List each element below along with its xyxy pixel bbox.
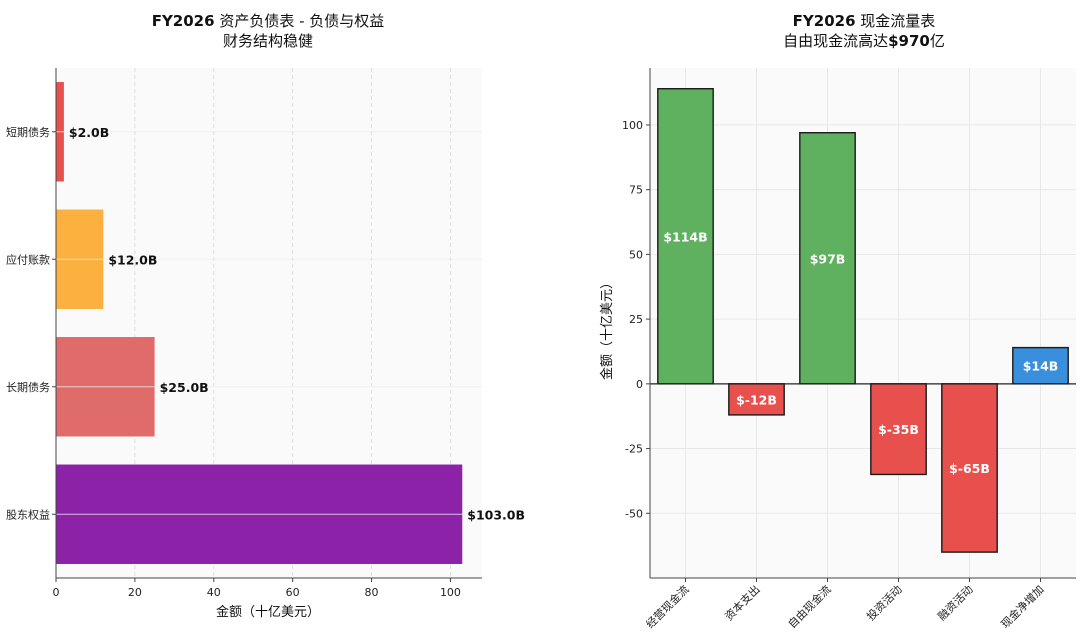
left-y-tick-label: 应付账款	[6, 252, 50, 266]
left-x-tick-label: 80	[365, 586, 379, 599]
right-bar-label: $97B	[810, 251, 846, 266]
left-x-tick-label: 0	[53, 586, 60, 599]
right-y-tick-label: 25	[629, 313, 643, 326]
left-x-tick-label: 40	[207, 586, 221, 599]
left-x-tick-label: 60	[286, 586, 300, 599]
left-chart-subtitle: 财务结构稳健	[223, 32, 313, 50]
right-chart-subtitle: 自由现金流高达$970亿	[783, 32, 945, 50]
right-bar	[870, 383, 927, 476]
left-bar-label: $103.0B	[467, 507, 525, 522]
left-x-tick-label: 20	[128, 586, 142, 599]
right-y-tick-label: 0	[636, 378, 643, 391]
right-bar	[1012, 346, 1069, 385]
right-y-tick-label: 50	[629, 248, 643, 261]
right-plot-area: $114B 经营现金流 $-12B 资本支出 $97B 自由现金流 $-35B 投资活动 $-6…	[622, 68, 1076, 631]
left-bar-label: $25.0B	[160, 380, 209, 395]
right-bar-label: $-65B	[949, 461, 990, 476]
left-bar-label: $12.0B	[108, 252, 157, 267]
right-bar-label: $-12B	[736, 392, 777, 407]
right-y-axis-label: 金额（十亿美元）	[599, 276, 615, 380]
left-y-tick-label: 长期债务	[6, 380, 50, 394]
right-bar	[728, 383, 785, 416]
right-bar	[799, 132, 856, 385]
right-bar-label: $114B	[663, 229, 707, 244]
right-bar	[657, 88, 714, 385]
left-x-axis-label: 金额（十亿美元）	[216, 604, 320, 620]
left-x-tick-label: 100	[440, 586, 461, 599]
right-x-tick-label: 自由现金流	[785, 582, 834, 631]
right-bar	[941, 383, 998, 553]
right-plot-background	[650, 68, 1076, 578]
right-x-tick-label: 经营现金流	[643, 582, 692, 631]
left-plot-area: $2.0B 短期债务 $12.0B 应付账款 $25.0B 长期债务 $103.0B 股东权益…	[6, 68, 525, 599]
left-bar-label: $2.0B	[69, 125, 109, 140]
left-y-tick-label: 短期债务	[6, 125, 50, 139]
left-chart-title: FY2026 资产负债表 - 负债与权益	[152, 12, 385, 30]
right-chart-title: FY2026 现金流量表	[793, 12, 936, 30]
left-y-tick-label: 股东权益	[6, 507, 50, 521]
right-x-tick-label: 现金净增加	[998, 582, 1047, 631]
right-y-tick-label: 100	[622, 119, 643, 132]
right-bar-label: $14B	[1023, 359, 1059, 374]
right-x-tick-label: 资本支出	[722, 582, 763, 623]
right-x-tick-label: 融资活动	[935, 583, 975, 623]
right-y-tick-label: 75	[629, 184, 643, 197]
right-x-tick-label: 投资活动	[864, 582, 905, 623]
right-bar-label: $-35B	[878, 422, 919, 437]
right-y-tick-label: -50	[625, 507, 643, 520]
right-y-tick-label: -25	[625, 443, 643, 456]
